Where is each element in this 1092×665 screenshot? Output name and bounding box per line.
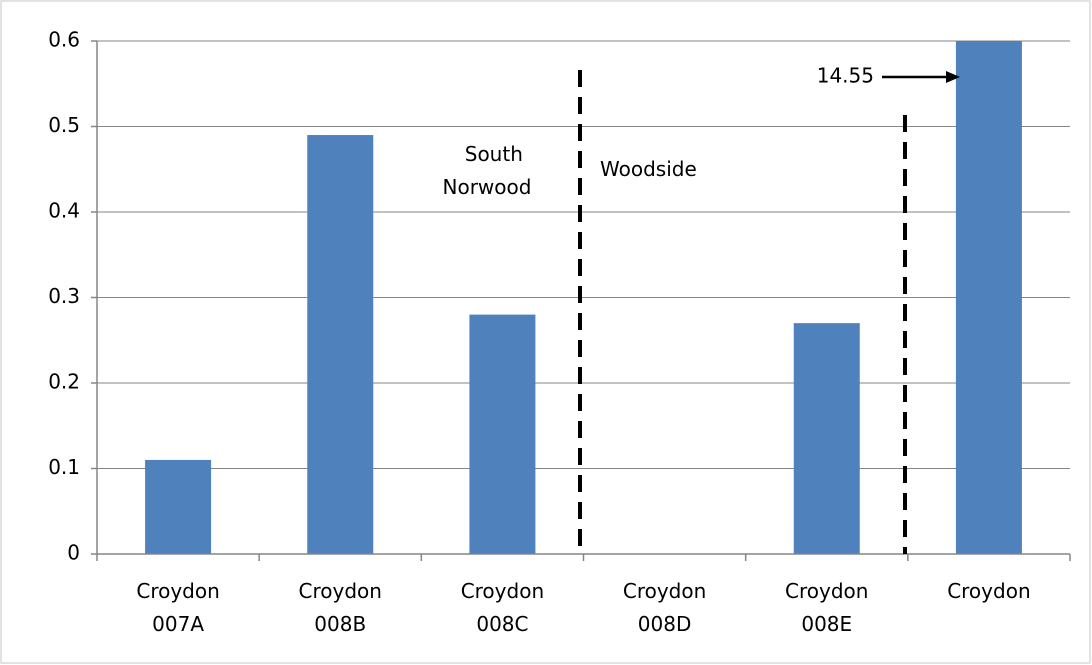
x-tick-label-line: 008C [476, 612, 528, 636]
annotation: Woodside [600, 157, 697, 181]
bar [469, 314, 536, 554]
axes: 0 0.1 0.2 0.3 0.4 0.5 0.6 Croydon 007A Croydon 008… [48, 28, 1071, 636]
arrow-head [946, 71, 960, 83]
x-tick-label: Croydon 008E [785, 579, 868, 636]
bar [955, 41, 1022, 554]
annotation-line: Woodside [600, 157, 697, 181]
y-tick-label: 0.5 [48, 113, 80, 137]
x-tick-label: Croydon 008D [623, 579, 706, 636]
bar [145, 459, 212, 554]
x-tick-label-line: 007A [152, 612, 204, 636]
x-tick-label: Croydon [947, 579, 1030, 603]
annotation-line: Norwood [443, 175, 532, 199]
bars [145, 41, 1022, 554]
x-tick-label-line: 008B [314, 612, 366, 636]
value-label: 14.55 [817, 64, 874, 88]
x-tick-label-line: Croydon [299, 579, 382, 603]
x-tick-label-line: Croydon [947, 579, 1030, 603]
x-tick-label-line: 008D [638, 612, 692, 636]
grid [97, 40, 1070, 469]
bar [307, 135, 374, 554]
x-tick-label-line: Croydon [461, 579, 544, 603]
annotation-line: South [465, 142, 523, 166]
x-tick-label-line: Croydon [785, 579, 868, 603]
x-tick-label: Croydon 008C [461, 579, 544, 636]
x-tick-label: Croydon 008B [299, 579, 382, 636]
y-tick-label: 0 [67, 541, 80, 565]
y-tick-label: 0.2 [48, 370, 80, 394]
y-tick-label: 0.3 [48, 284, 80, 308]
bar [793, 323, 860, 554]
x-tick-label-line: Croydon [623, 579, 706, 603]
y-tick-label: 0.6 [48, 28, 80, 52]
x-tick-label-line: 008E [801, 612, 852, 636]
y-tick-label: 0.4 [48, 199, 80, 223]
y-tick-label: 0.1 [48, 455, 80, 479]
x-tick-label-line: Croydon [136, 579, 219, 603]
annotation: South Norwood [443, 142, 532, 199]
x-tick-label: Croydon 007A [136, 579, 219, 636]
